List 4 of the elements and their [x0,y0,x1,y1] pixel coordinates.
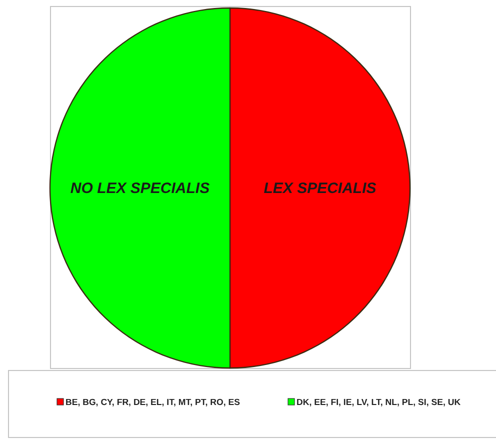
legend-label: BE, BG, CY, FR, DE, EL, IT, MT, PT, RO, ES [66,397,240,407]
text: LEX SPECIALIS [264,180,376,197]
legend-label: DK, EE, FI, IE, LV, LT, NL, PL, SI, SE, UK [296,397,462,407]
text: NO LEX SPECIALIS [70,180,210,197]
